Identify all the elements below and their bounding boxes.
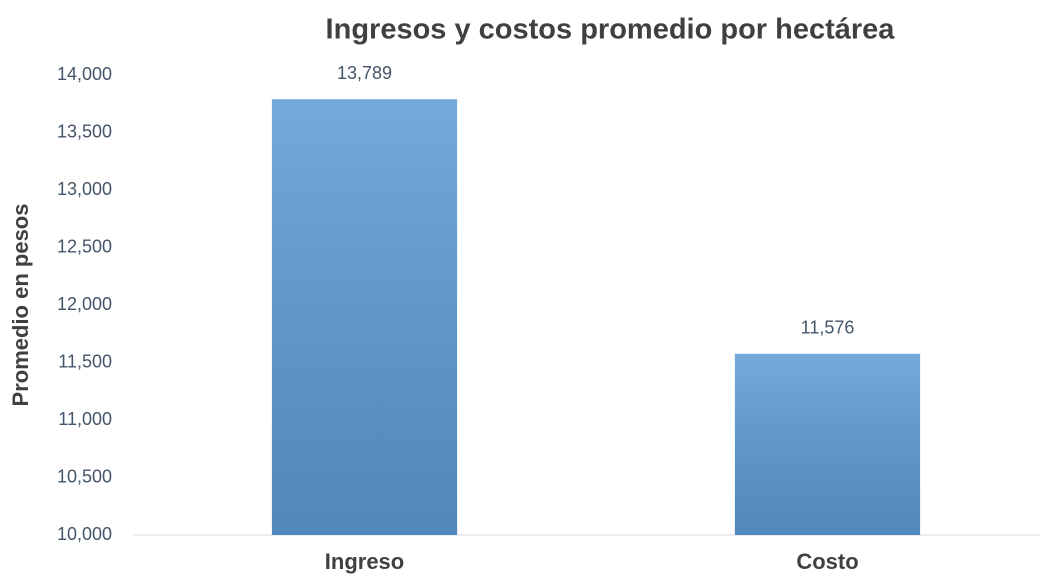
y-tick-label: 13,000 (57, 179, 112, 199)
bar-shade (734, 353, 921, 535)
y-tick-label: 10,000 (57, 524, 112, 544)
x-tick-label: Ingreso (325, 549, 404, 574)
y-tick-label: 12,000 (57, 294, 112, 314)
value-label: 13,789 (337, 63, 392, 83)
y-tick-label: 13,500 (57, 121, 112, 141)
y-tick-label: 11,500 (58, 351, 112, 371)
x-tick-label: Costo (796, 549, 858, 574)
y-tick-label: 12,500 (57, 236, 112, 256)
chart-title: Ingresos y costos promedio por hectárea (326, 14, 896, 46)
y-tick-label: 14,000 (57, 64, 112, 84)
y-tick-label: 10,500 (57, 466, 112, 486)
value-label: 11,576 (801, 318, 855, 338)
y-tick-label: 11,000 (58, 409, 112, 429)
bar-shade (271, 99, 458, 535)
y-axis-label: Promedio en pesos (8, 204, 33, 407)
